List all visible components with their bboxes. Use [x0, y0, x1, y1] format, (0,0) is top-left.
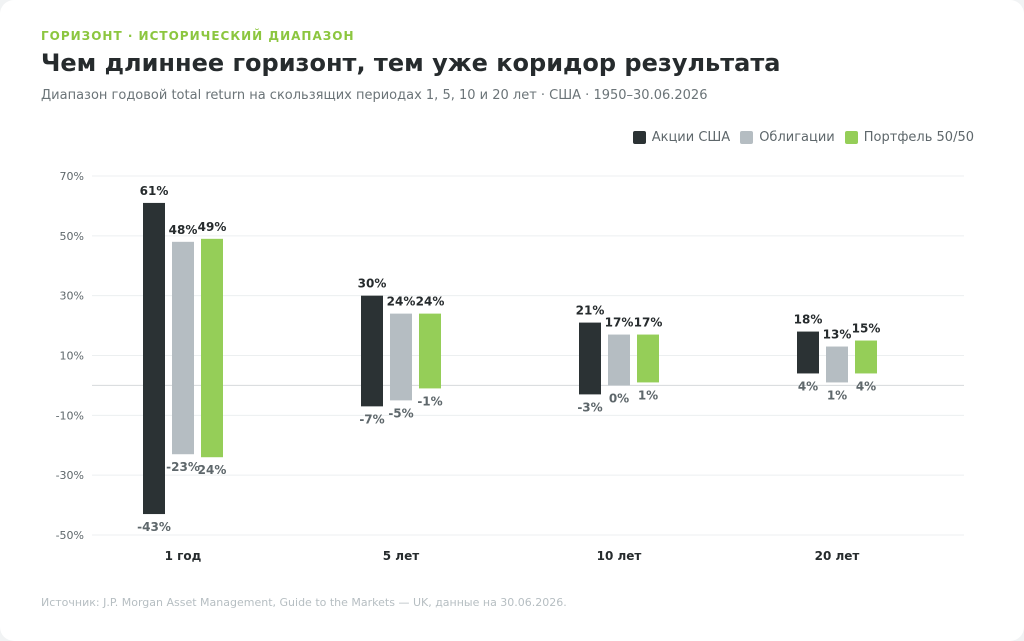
range-bar	[390, 313, 412, 401]
bar-max-label: 17%	[634, 316, 663, 330]
bar-max-label: 21%	[576, 304, 605, 318]
y-tick-label: 30%	[60, 290, 84, 303]
legend-item-portfolio: Портфель 50/50	[844, 130, 974, 145]
bar-min-label: -1%	[417, 394, 442, 408]
legend-swatch-bonds	[740, 131, 754, 144]
legend-item-stocks: Акции США	[632, 130, 731, 145]
range-bar	[419, 313, 441, 389]
legend-item-bonds: Облигации	[740, 130, 835, 145]
y-tick-label: 50%	[60, 230, 84, 243]
range-bar	[855, 340, 877, 374]
bar-max-label: 48%	[169, 223, 198, 237]
range-bar	[637, 334, 659, 383]
source-note: Источник: J.P. Morgan Asset Management, …	[41, 596, 567, 609]
range-bar	[608, 334, 630, 386]
y-tick-label: 10%	[60, 350, 84, 363]
bar-min-label: -7%	[359, 412, 384, 426]
range-bar	[361, 295, 383, 407]
x-category-label: 1 год	[165, 549, 202, 563]
bar-max-label: 18%	[794, 313, 823, 327]
y-tick-label: 70%	[60, 170, 84, 183]
bar-min-label: 0%	[609, 391, 629, 405]
bar-max-label: 13%	[823, 328, 852, 342]
bar-min-label: -43%	[137, 520, 171, 534]
range-bar	[826, 346, 848, 383]
bar-min-label: 24%	[198, 463, 227, 477]
bar-max-label: 24%	[387, 295, 416, 309]
range-bar	[143, 202, 165, 515]
range-bar	[579, 322, 601, 395]
bar-max-label: 15%	[852, 322, 881, 336]
legend-swatch-stocks	[632, 131, 646, 144]
eyebrow: ГОРИЗОНТ · ИСТОРИЧЕСКИЙ ДИАПАЗОН	[41, 29, 355, 43]
bar-max-label: 17%	[605, 316, 634, 330]
bar-min-label: 4%	[856, 379, 876, 393]
y-tick-label: -50%	[56, 529, 84, 542]
x-category-label: 20 лет	[815, 549, 860, 563]
x-category-label: 10 лет	[597, 549, 642, 563]
legend-swatch-portfolio	[844, 131, 858, 144]
bar-min-label: 4%	[798, 379, 818, 393]
bar-min-label: -23%	[166, 460, 200, 474]
x-category-label: 5 лет	[383, 549, 419, 563]
range-bar	[172, 241, 194, 455]
bar-min-label: -3%	[577, 400, 602, 414]
legend-label-portfolio: Портфель 50/50	[863, 130, 974, 145]
range-bar	[797, 331, 819, 374]
y-tick-label: -10%	[56, 409, 84, 422]
range-bar	[201, 238, 223, 458]
bar-max-label: 49%	[198, 220, 227, 234]
legend-label-bonds: Облигации	[759, 130, 835, 145]
page-title: Чем длиннее горизонт, тем уже коридор ре…	[41, 49, 781, 77]
y-tick-label: -30%	[56, 469, 84, 482]
chart-legend: Акции США Облигации Портфель 50/50	[632, 130, 974, 145]
bar-min-label: 1%	[827, 388, 847, 402]
bar-max-label: 61%	[140, 184, 169, 198]
bar-max-label: 24%	[416, 295, 445, 309]
bar-max-label: 30%	[358, 277, 387, 291]
legend-label-stocks: Акции США	[651, 130, 731, 145]
bar-min-label: -5%	[388, 406, 413, 420]
bar-min-label: 1%	[638, 388, 658, 402]
page-subtitle: Диапазон годовой total return на скользя…	[41, 88, 708, 103]
